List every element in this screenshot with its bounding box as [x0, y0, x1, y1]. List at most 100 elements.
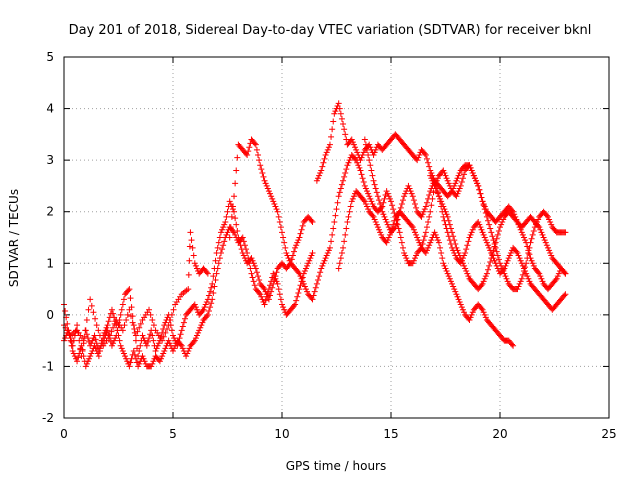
data-point — [394, 216, 401, 223]
data-point — [389, 202, 396, 209]
data-point — [219, 226, 226, 233]
data-point — [361, 136, 368, 143]
data-point — [451, 182, 458, 189]
data-point — [429, 177, 436, 184]
data-point — [476, 186, 483, 193]
data-point — [207, 288, 214, 295]
data-point — [192, 262, 199, 269]
data-point — [487, 225, 494, 232]
data-point — [401, 193, 408, 200]
data-point — [335, 193, 342, 200]
data-point — [347, 203, 354, 210]
data-point — [468, 229, 475, 236]
data-point — [67, 337, 74, 344]
data-point — [244, 249, 251, 256]
data-point — [414, 234, 421, 241]
data-point — [272, 203, 279, 210]
data-point — [190, 338, 197, 345]
data-point — [74, 322, 81, 329]
data-point — [343, 225, 350, 232]
data-point — [444, 213, 451, 220]
data-point — [539, 231, 546, 238]
data-point — [193, 265, 200, 272]
data-point — [320, 159, 327, 166]
data-point — [265, 286, 272, 293]
data-point — [451, 286, 458, 293]
data-point — [196, 327, 203, 334]
data-point — [123, 355, 130, 362]
data-point — [399, 244, 406, 251]
data-point — [463, 268, 470, 275]
data-point — [456, 170, 463, 177]
data-point — [96, 332, 103, 339]
data-point — [80, 337, 87, 344]
data-point — [434, 190, 441, 197]
data-point — [562, 229, 569, 236]
data-point — [453, 177, 460, 184]
data-point — [221, 238, 228, 245]
data-point — [223, 213, 230, 220]
data-point — [129, 319, 136, 326]
data-point — [252, 265, 259, 272]
data-point — [226, 234, 233, 241]
data-point — [428, 202, 435, 209]
data-point — [413, 252, 420, 259]
data-point — [246, 260, 253, 267]
data-point — [247, 265, 254, 272]
data-point — [296, 286, 303, 293]
data-point — [69, 347, 76, 354]
data-point — [454, 247, 461, 254]
data-point — [522, 268, 529, 275]
data-point — [444, 177, 451, 184]
data-point — [519, 231, 526, 238]
data-point — [392, 224, 399, 231]
data-point — [447, 225, 454, 232]
data-point — [317, 170, 324, 177]
data-point — [388, 198, 394, 205]
data-point — [117, 311, 124, 318]
data-point — [310, 292, 317, 299]
data-point — [62, 335, 69, 342]
data-point — [190, 252, 197, 259]
data-point — [449, 229, 456, 236]
data-point — [453, 193, 460, 200]
data-point — [136, 324, 143, 331]
data-point — [88, 340, 95, 347]
data-point — [261, 301, 268, 308]
data-point — [289, 252, 296, 259]
data-point — [435, 193, 442, 200]
data-point — [83, 360, 90, 367]
data-point — [105, 318, 112, 325]
data-point — [279, 229, 285, 236]
data-point — [260, 173, 267, 180]
data-point — [337, 255, 344, 262]
data-point — [481, 311, 488, 318]
data-point — [342, 231, 349, 238]
data-point — [321, 257, 328, 264]
data-point — [331, 110, 338, 117]
data-point — [465, 238, 472, 245]
data-point — [116, 337, 123, 344]
data-point — [506, 252, 513, 259]
data-point — [256, 157, 263, 164]
data-point — [515, 283, 522, 290]
data-point — [264, 289, 271, 296]
series-track-f — [335, 188, 517, 349]
data-point — [183, 353, 190, 360]
data-point — [260, 284, 267, 291]
data-point — [455, 249, 462, 256]
data-point — [191, 337, 198, 344]
data-point — [455, 188, 462, 195]
data-point — [374, 224, 381, 231]
data-point — [456, 298, 463, 305]
data-point — [411, 200, 418, 207]
data-point — [164, 326, 171, 333]
data-point — [554, 273, 561, 280]
data-point — [367, 162, 374, 169]
data-point — [121, 322, 128, 329]
data-point — [539, 278, 546, 285]
data-point — [75, 354, 82, 361]
data-point — [298, 226, 305, 233]
data-point — [493, 235, 500, 242]
data-point — [416, 239, 423, 246]
